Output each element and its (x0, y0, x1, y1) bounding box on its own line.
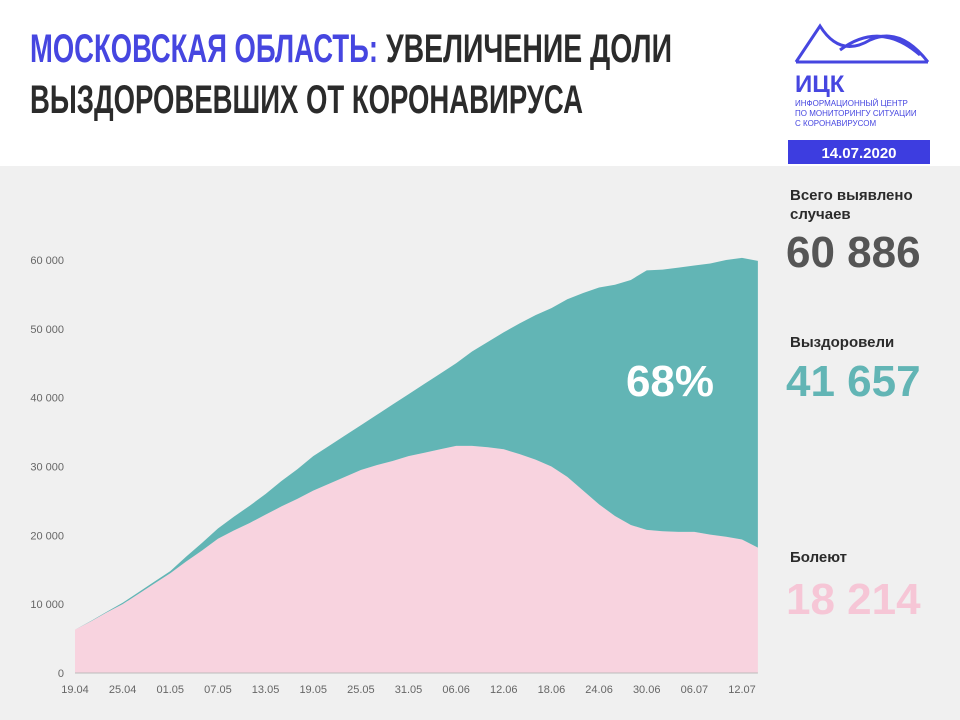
y-tick-label: 30 000 (30, 462, 64, 474)
stat-label: случаев (790, 206, 851, 223)
y-tick-label: 60 000 (30, 255, 64, 267)
x-tick-label: 13.05 (252, 684, 280, 696)
x-tick-label: 19.04 (61, 684, 89, 696)
x-tick-label: 06.06 (442, 684, 470, 696)
annotation: 68% (626, 357, 714, 406)
logo-curve (839, 34, 921, 57)
title: ВЫЗДОРОВЕВШИХ ОТ КОРОНАВИРУСА (30, 78, 583, 122)
date: 14.07.2020 (821, 145, 896, 162)
title: УВЕЛИЧЕНИЕ ДОЛИ (386, 27, 672, 71)
logo-caption: ИНФОРМАЦИОННЫЙ ЦЕНТР (795, 99, 908, 108)
y-tick-label: 40 000 (30, 393, 64, 405)
stat-value: 60 886 (786, 228, 921, 277)
x-tick-label: 06.07 (681, 684, 709, 696)
logo-text: ИЦК (795, 71, 845, 98)
x-tick-label: 25.05 (347, 684, 375, 696)
stat-label: Выздоровели (790, 334, 894, 351)
x-tick-label: 01.05 (157, 684, 185, 696)
x-tick-label: 25.04 (109, 684, 137, 696)
logo-caption: С КОРОНАВИРУСОМ (795, 119, 876, 128)
x-tick-label: 30.06 (633, 684, 661, 696)
stat-value: 18 214 (786, 575, 921, 624)
x-tick-label: 12.06 (490, 684, 518, 696)
x-tick-label: 31.05 (395, 684, 423, 696)
y-tick-label: 10 000 (30, 599, 64, 611)
stat-value: 41 657 (786, 357, 921, 406)
date-box (788, 140, 930, 164)
y-tick-label: 20 000 (30, 530, 64, 542)
stat-label: Болеют (790, 549, 847, 566)
x-tick-label: 19.05 (299, 684, 327, 696)
logo-curve (794, 23, 930, 63)
logo (794, 23, 930, 64)
y-tick-label: 0 (58, 668, 64, 680)
y-tick-label: 50 000 (30, 324, 64, 336)
chart: 0 10 000 20 000 30 000 40 000 50 000 60 000 19.… (30, 255, 758, 696)
area (75, 445, 758, 673)
stat-label: Всего выявлено (790, 187, 913, 204)
x-tick-label: 07.05 (204, 684, 232, 696)
title-highlight: МОСКОВСКАЯ ОБЛАСТЬ: (30, 27, 378, 71)
logo-caption: ПО МОНИТОРИНГУ СИТУАЦИИ (795, 109, 917, 118)
x-tick-label: 18.06 (538, 684, 566, 696)
x-tick-label: 12.07 (728, 684, 756, 696)
x-tick-label: 24.06 (585, 684, 613, 696)
area (75, 257, 758, 630)
